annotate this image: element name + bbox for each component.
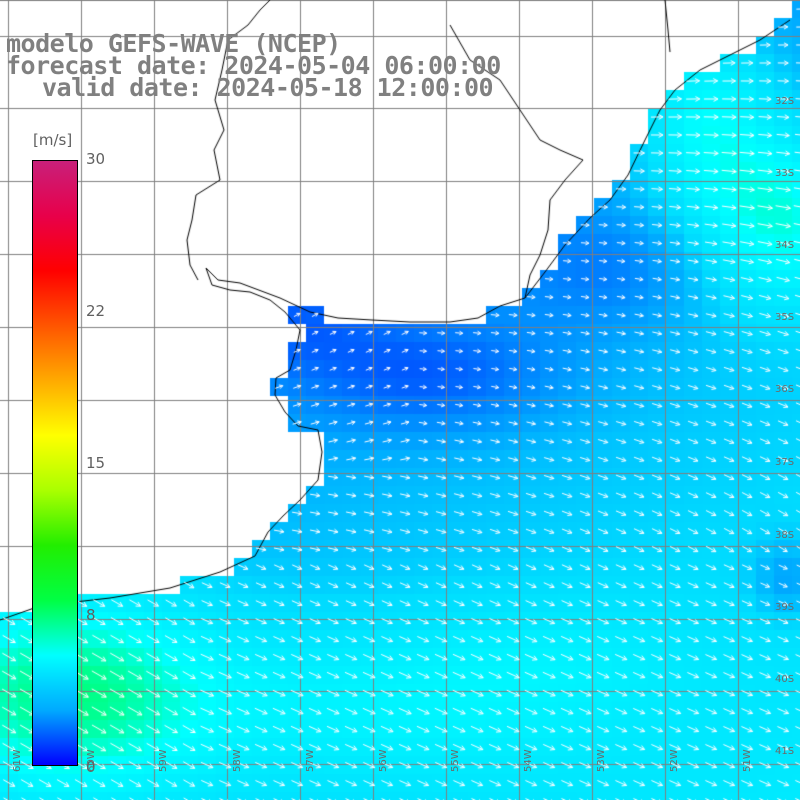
colorbar-tick-8: 8	[86, 606, 96, 624]
lat-label: 36S	[775, 384, 795, 395]
model-title: modelo GEFS-WAVE (NCEP)	[6, 29, 341, 58]
lon-label: 58W	[232, 749, 243, 772]
colorbar	[32, 160, 78, 766]
colorbar-tick-22: 22	[86, 302, 106, 320]
lat-label: 41S	[775, 746, 795, 757]
valid-date: valid date: 2024-05-18 12:00:00	[42, 73, 494, 102]
colorbar-tick-30: 30	[86, 150, 106, 168]
forecast-date: forecast date: 2024-05-04 06:00:00	[6, 51, 501, 80]
lat-label: 40S	[775, 674, 795, 685]
lat-label: 35S	[775, 312, 795, 323]
lon-label: 57W	[305, 749, 316, 772]
lon-label: 53W	[596, 749, 607, 772]
lat-label: 38S	[775, 530, 795, 541]
lat-label: 37S	[775, 457, 795, 468]
colorbar-unit-label: [m/s]	[33, 131, 73, 149]
lon-label: 52W	[669, 749, 680, 772]
colorbar-tick-15: 15	[86, 454, 106, 472]
lon-label: 60W	[86, 749, 97, 772]
lon-label: 55W	[450, 749, 461, 772]
colorbar-tick-0: 0	[86, 758, 96, 776]
lon-label: 61W	[12, 749, 23, 772]
lon-label: 51W	[742, 749, 753, 772]
lat-label: 39S	[775, 602, 795, 613]
lat-label: 32S	[775, 96, 795, 107]
lat-label: 33S	[775, 168, 795, 179]
lon-label: 54W	[523, 749, 534, 772]
lon-label: 56W	[378, 749, 389, 772]
lon-label: 59W	[158, 749, 169, 772]
lat-label: 34S	[775, 240, 795, 251]
